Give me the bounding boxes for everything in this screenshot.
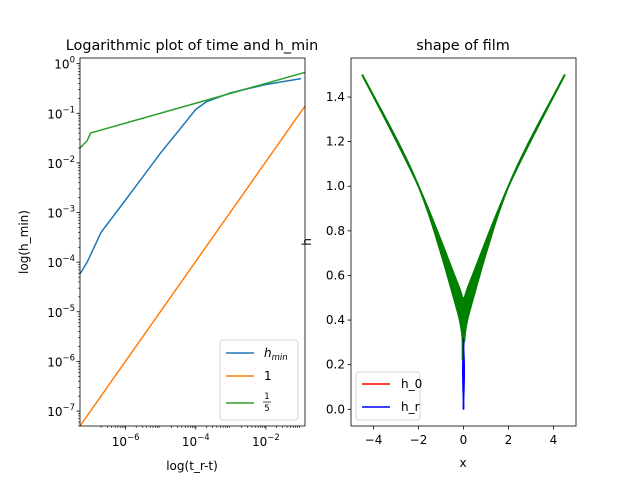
y-tick-label: 0.0 (326, 402, 345, 416)
y-tick-label: 1.0 (326, 179, 345, 193)
y-tick-label: 10−2 (47, 155, 75, 171)
legend-label-one: 1 (264, 369, 272, 383)
y-tick-label: 10−4 (47, 254, 75, 270)
legend-label-h-0: h_0 (401, 377, 422, 391)
y-tick-label: 10−3 (47, 205, 75, 221)
legend-h-min-base: h (264, 346, 272, 360)
legend-fifth-denominator: 5 (264, 404, 269, 414)
series-line-1 (80, 105, 305, 426)
x-tick-label: 10−2 (252, 433, 280, 449)
x-tick-label: −4 (365, 433, 383, 447)
film-chart-y-axis: 0.0 0.2 0.4 0.6 0.8 1.0 1.2 1.4 (326, 90, 351, 416)
y-tick-label: 0.6 (326, 268, 345, 282)
x-tick-label: 10−4 (182, 433, 210, 449)
y-tick-label: 10−7 (47, 403, 75, 419)
y-tick-label: 100 (54, 56, 75, 72)
series-line-2 (80, 71, 305, 149)
legend-fifth-numerator: 1 (264, 392, 269, 402)
film-chart: shape of film −4 −2 0 2 4 0.0 0.2 0.4 0.6 0.8 1.0… (300, 38, 577, 470)
log-chart-series-layer (80, 71, 305, 426)
legend-label-h-min: hmin (264, 346, 288, 363)
log-chart-x-axis: 10−6 10−4 10−2 (100, 426, 300, 449)
film-chart-x-label: x (459, 456, 466, 470)
y-tick-label: 10−1 (47, 105, 75, 121)
x-tick-label: 0 (460, 433, 468, 447)
legend-label-h-r: h_r (401, 400, 420, 414)
y-tick-label: 1.4 (326, 90, 345, 104)
log-chart-title: Logarithmic plot of time and h_min (66, 38, 319, 54)
x-tick-label: −2 (410, 433, 428, 447)
y-tick-label: 0.8 (326, 224, 345, 238)
film-chart-x-axis: −4 −2 0 2 4 (365, 426, 558, 447)
log-chart-x-label: log(t_r-t) (166, 459, 218, 473)
log-chart-legend: hmin 1 1 5 (219, 339, 299, 421)
log-chart-y-axis: 10−7 10−6 10−5 10−4 10−3 10−2 10−1 100 (47, 56, 80, 427)
film-chart-y-label: h (300, 238, 314, 246)
film-chart-series-layer (361, 74, 566, 411)
legend-h-min-sub: min (272, 353, 288, 363)
x-tick-label: 2 (505, 433, 513, 447)
log-chart-y-label: log(h_min) (17, 210, 31, 274)
log-chart: Logarithmic plot of time and h_min 10−6 1… (17, 38, 318, 473)
y-tick-label: 10−5 (47, 304, 75, 320)
legend-box (219, 339, 299, 421)
series-band-green (361, 74, 566, 361)
film-chart-title: shape of film (416, 38, 510, 54)
y-tick-label: 0.4 (326, 313, 345, 327)
y-tick-label: 10−6 (47, 353, 75, 369)
y-tick-label: 0.2 (326, 358, 345, 372)
x-tick-label: 4 (550, 433, 558, 447)
x-tick-label: 10−6 (112, 433, 140, 449)
y-tick-label: 1.2 (326, 135, 345, 149)
film-chart-legend: h_0 h_r (355, 371, 422, 421)
